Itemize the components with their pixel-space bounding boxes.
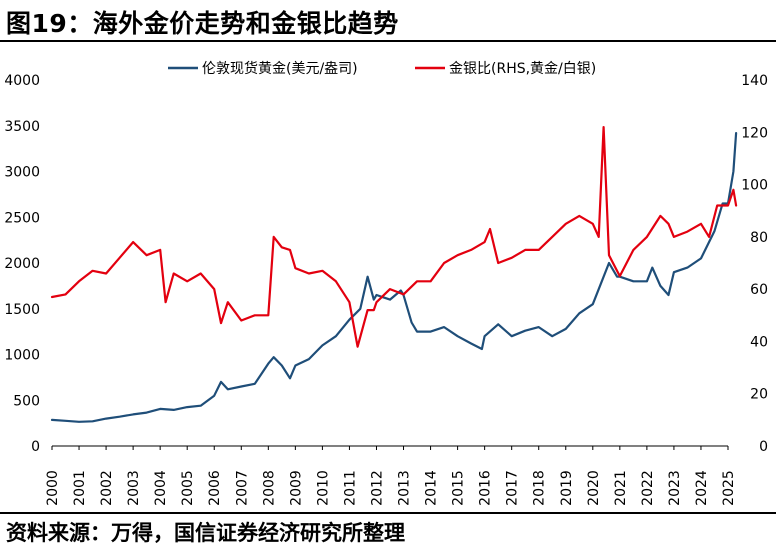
plot-area xyxy=(50,125,738,423)
y-left-tick-label: 3500 xyxy=(4,119,40,135)
source-divider xyxy=(0,512,776,514)
y-axis-left: 0 500 1000 1500 2000 2500 3000 3500 4000 xyxy=(4,73,40,455)
x-tick-label: 2009 xyxy=(288,470,304,506)
y-left-tick-label: 4000 xyxy=(4,73,40,89)
y-right-tick-label: 20 xyxy=(750,387,768,403)
y-right-tick-label: 40 xyxy=(750,334,768,350)
x-tick-label: 2001 xyxy=(72,470,88,506)
y-left-tick-label: 1000 xyxy=(4,348,40,364)
x-tick-label: 2005 xyxy=(180,470,196,506)
legend-label-1: 金银比(RHS,黄金/白银) xyxy=(449,60,596,77)
y-right-tick-label: 120 xyxy=(741,125,768,141)
x-tick-label: 2016 xyxy=(478,470,494,506)
y-right-tick-label: 60 xyxy=(750,282,768,298)
y-right-tick-label: 140 xyxy=(741,73,768,89)
x-tick-label: 2011 xyxy=(342,470,358,506)
x-tick-label: 2020 xyxy=(586,470,602,506)
x-tick-label: 2022 xyxy=(640,470,656,506)
legend-label-0: 伦敦现货黄金(美元/盎司) xyxy=(202,60,358,77)
x-tick-label: 2000 xyxy=(45,470,61,506)
y-right-tick-label: 80 xyxy=(750,230,768,246)
title-divider xyxy=(0,40,776,42)
y-left-tick-label: 3000 xyxy=(4,165,40,181)
x-tick-label: 2003 xyxy=(126,470,142,506)
y-axis-right: 0 20 40 60 80 100 120 140 xyxy=(741,73,768,455)
x-tick-label: 2025 xyxy=(721,470,737,506)
x-tick-label: 2006 xyxy=(207,470,223,506)
x-tick-label: 2010 xyxy=(315,470,331,506)
x-axis: 2000 2001 2002 2003 2004 2005 2006 2007 2008 2009… xyxy=(45,445,737,506)
series-line-0 xyxy=(50,131,738,423)
y-left-tick-label: 500 xyxy=(13,393,40,409)
gold-price-and-ratio-chart: 伦敦现货黄金(美元/盎司) 金银比(RHS,黄金/白银) 050010001500… xyxy=(4,60,768,506)
x-tick-label: 2024 xyxy=(694,470,710,506)
x-tick-label: 2013 xyxy=(397,470,413,506)
source-note: 资料来源：万得，国信证券经济研究所整理 xyxy=(6,521,405,545)
x-tick-label: 2002 xyxy=(99,470,115,506)
x-tick-label: 2015 xyxy=(451,470,467,506)
x-tick-label: 2021 xyxy=(613,470,629,506)
x-tick-label: 2023 xyxy=(667,470,683,506)
x-tick-label: 2019 xyxy=(559,470,575,506)
y-left-tick-label: 0 xyxy=(31,439,40,455)
x-tick-label: 2004 xyxy=(153,470,169,506)
y-left-tick-label: 1500 xyxy=(4,302,40,318)
chart-legend: 伦敦现货黄金(美元/盎司) 金银比(RHS,黄金/白银) xyxy=(168,60,596,77)
x-tick-label: 2007 xyxy=(234,470,250,506)
series-line-1 xyxy=(50,125,738,348)
y-left-tick-label: 2500 xyxy=(4,210,40,226)
y-right-tick-label: 0 xyxy=(759,439,768,455)
x-tick-label: 2018 xyxy=(532,470,548,506)
x-tick-label: 2017 xyxy=(505,470,521,506)
x-tick-label: 2012 xyxy=(369,470,385,506)
x-tick-label: 2008 xyxy=(261,470,277,506)
y-right-tick-label: 100 xyxy=(741,178,768,194)
page-title: 图19：海外金价走势和金银比趋势 xyxy=(6,9,399,38)
x-tick-label: 2014 xyxy=(424,470,440,506)
y-left-tick-label: 2000 xyxy=(4,256,40,272)
